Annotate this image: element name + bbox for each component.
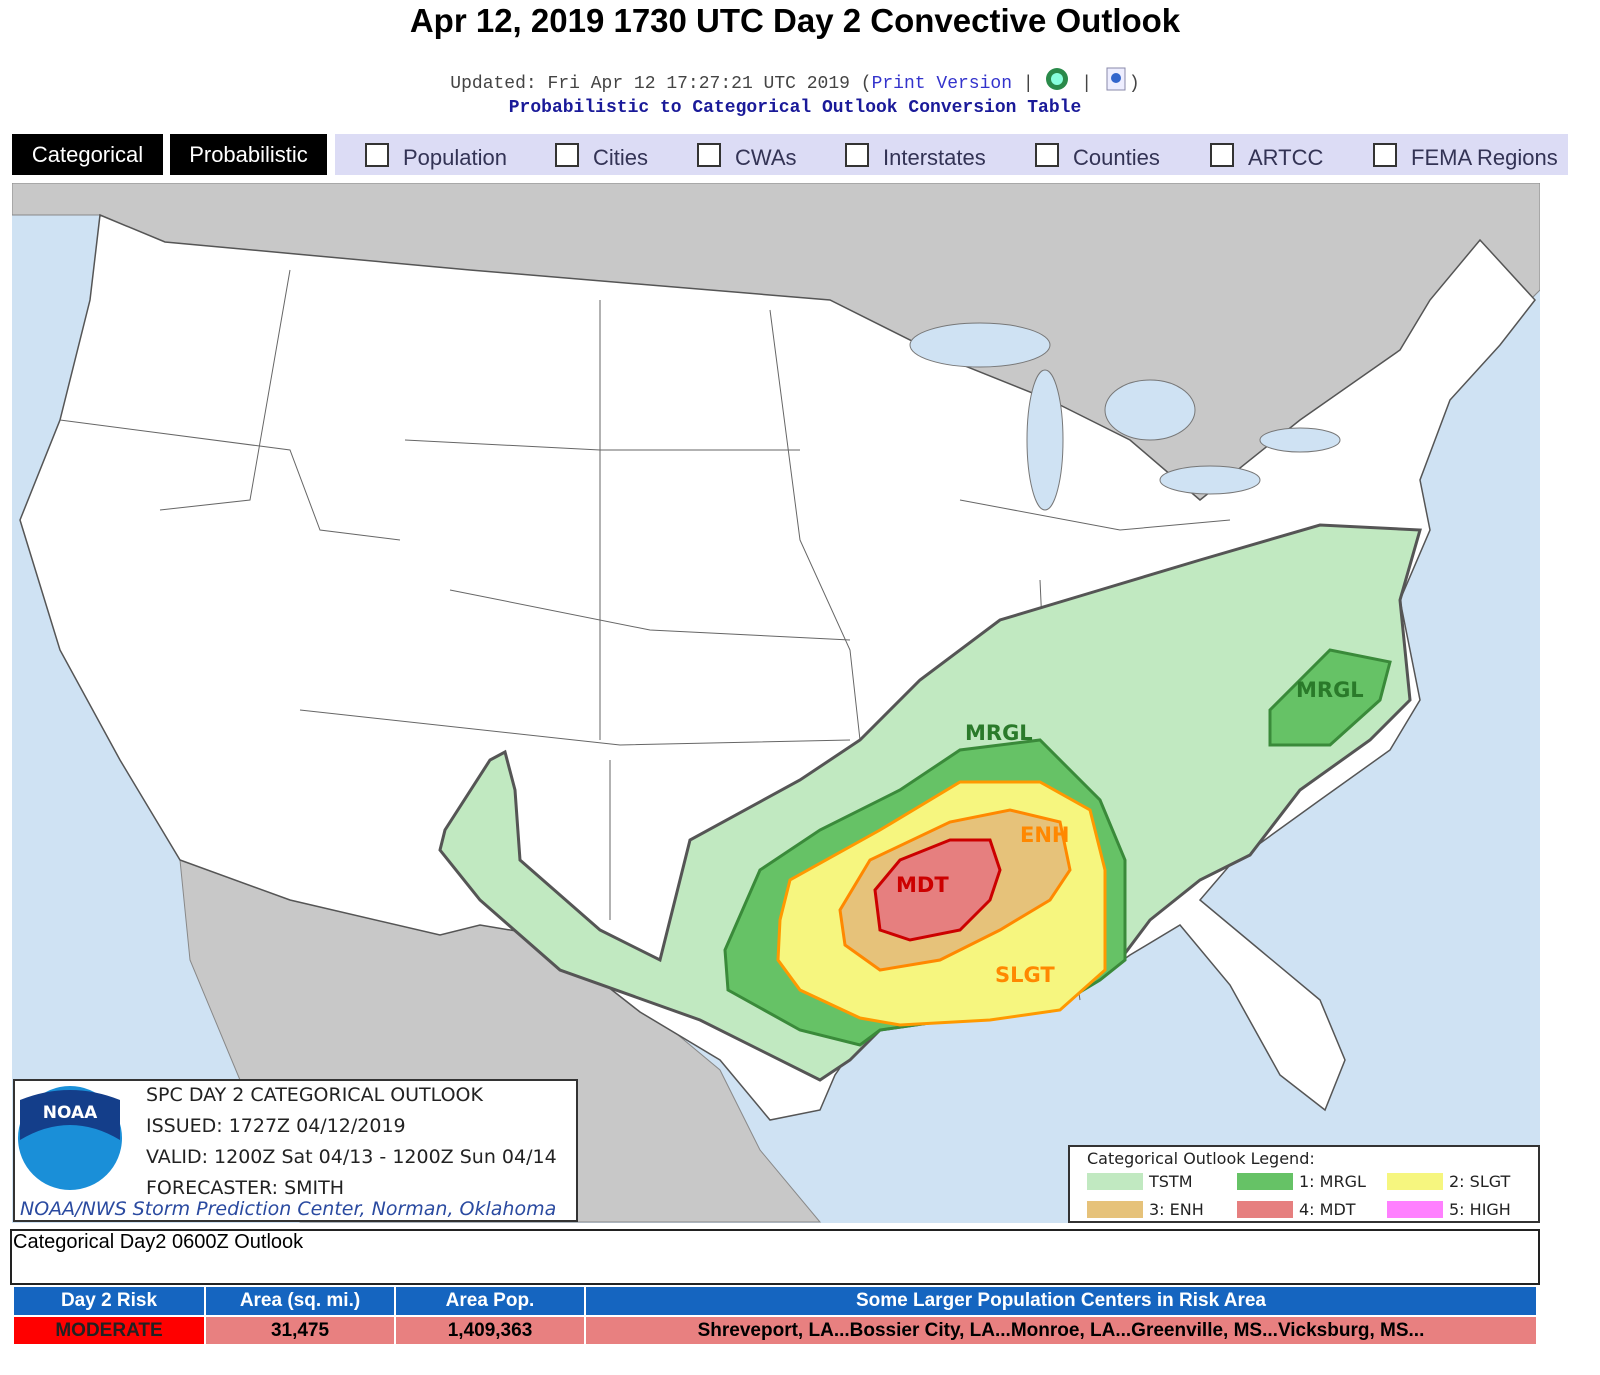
print-link[interactable]: Print Version xyxy=(871,74,1013,94)
legend-title: Categorical Outlook Legend: xyxy=(1087,1149,1315,1168)
legend-label: 2: SLGT xyxy=(1449,1172,1511,1191)
legend-swatch xyxy=(1087,1173,1143,1190)
tab[interactable]: Probabilistic xyxy=(170,134,327,175)
overlay-label: CWAs xyxy=(735,145,797,170)
overlay-label: ARTCC xyxy=(1248,145,1324,170)
checkbox xyxy=(697,143,721,167)
info-line: SPC DAY 2 CATEGORICAL OUTLOOK xyxy=(146,1084,483,1106)
overlay-option[interactable]: CWAs xyxy=(697,134,797,181)
legend-swatch xyxy=(1387,1173,1443,1190)
legend-swatch xyxy=(1237,1201,1293,1218)
column-header: Day 2 Risk xyxy=(12,1285,206,1317)
close-paren: ) xyxy=(1128,74,1140,94)
shp-icon[interactable] xyxy=(1103,66,1129,92)
legend-swatch xyxy=(1087,1201,1143,1218)
table-row: MODERATE 31,475 1,409,363 Shreveport, LA...… xyxy=(12,1315,1538,1346)
overlay-label: Interstates xyxy=(883,145,986,170)
risk-label: ENH xyxy=(1020,823,1070,847)
caption: Categorical Day2 0600Z Outlook xyxy=(13,1231,304,1253)
overlay-option[interactable]: FEMA Regions xyxy=(1373,134,1558,181)
conversion-link[interactable]: Probabilistic to Categorical Outlook Con… xyxy=(508,98,1082,118)
overlay-option[interactable]: Cities xyxy=(555,134,648,181)
legend-label: 5: HIGH xyxy=(1449,1200,1511,1219)
mdt-area xyxy=(873,838,1002,942)
overlay-label: Counties xyxy=(1073,145,1160,170)
column-header: Area Pop. xyxy=(394,1285,586,1317)
legend xyxy=(1068,1145,1540,1223)
legend-label: 1: MRGL xyxy=(1299,1172,1366,1191)
risk-label: MRGL xyxy=(1296,678,1364,702)
checkbox xyxy=(1373,143,1397,167)
updated: Updated: Fri Apr 12 17:27:21 UTC 2019 ( xyxy=(450,74,872,94)
info-line: FORECASTER: SMITH xyxy=(146,1177,344,1199)
overlay-option[interactable]: Population xyxy=(365,134,507,181)
page-title: Apr 12, 2019 1730 UTC Day 2 Convective O… xyxy=(409,2,1181,39)
mrgl-area xyxy=(1268,648,1392,747)
risk-label: SLGT xyxy=(995,963,1055,987)
legend-label: 3: ENH xyxy=(1149,1200,1204,1219)
risk-table: Day 2 Risk Area (sq. mi.) Area Pop. Some La… xyxy=(12,1285,1538,1346)
overlay-label: FEMA Regions xyxy=(1411,145,1558,170)
column-header: Area (sq. mi.) xyxy=(204,1285,396,1317)
table-cell: MODERATE xyxy=(12,1315,206,1346)
column-header: Some Larger Population Centers in Risk A… xyxy=(584,1285,1538,1317)
logo-text: NOAA xyxy=(43,1103,98,1123)
table-cell: 31,475 xyxy=(204,1315,396,1346)
legend-label: TSTM xyxy=(1148,1172,1193,1191)
header-row: Day 2 Risk Area (sq. mi.) Area Pop. Some La… xyxy=(12,1285,1538,1317)
risk-label: MDT xyxy=(896,873,949,897)
kml-icon[interactable] xyxy=(1044,66,1070,92)
overlay-label: Population xyxy=(403,145,507,170)
overlay-option[interactable]: ARTCC xyxy=(1210,134,1323,181)
updated-line: Updated: Fri Apr 12 17:27:21 UTC 2019 (P… xyxy=(0,66,1590,94)
separator: | xyxy=(1081,74,1093,94)
overlay-bar: Population Cities CWAs Interstates Counties A… xyxy=(335,134,1568,175)
risk-label: MRGL xyxy=(965,721,1033,745)
overlay-label: Cities xyxy=(593,145,649,170)
legend-label: 4: MDT xyxy=(1299,1200,1356,1219)
overlay-option[interactable]: Counties xyxy=(1035,134,1160,181)
legend-swatch xyxy=(1387,1201,1443,1218)
tab[interactable]: Categorical xyxy=(12,134,163,175)
map: MRGL MRGL ENH MDT SLGT NOAA SPC DAY 2 CA… xyxy=(12,183,1540,1223)
great-lakes xyxy=(909,322,1341,511)
checkbox xyxy=(555,143,579,167)
checkbox xyxy=(1210,143,1234,167)
table-caption: Categorical Day2 0600Z Outlook xyxy=(10,1229,1540,1285)
info-line: VALID: 1200Z Sat 04/13 - 1200Z Sun 04/14 xyxy=(146,1146,557,1168)
overlay-option[interactable]: Interstates xyxy=(845,134,986,181)
legend-swatch xyxy=(1237,1173,1293,1190)
info-line: ISSUED: 1727Z 04/12/2019 xyxy=(146,1115,406,1137)
checkbox xyxy=(1035,143,1059,167)
info-footer: NOAA/NWS Storm Prediction Center, Norman… xyxy=(20,1198,556,1220)
separator: | xyxy=(1022,74,1034,94)
table-cell: Shreveport, LA...Bossier City, LA...Monr… xyxy=(584,1315,1538,1346)
checkbox xyxy=(365,143,389,167)
table-cell: 1,409,363 xyxy=(394,1315,586,1346)
checkbox xyxy=(845,143,869,167)
